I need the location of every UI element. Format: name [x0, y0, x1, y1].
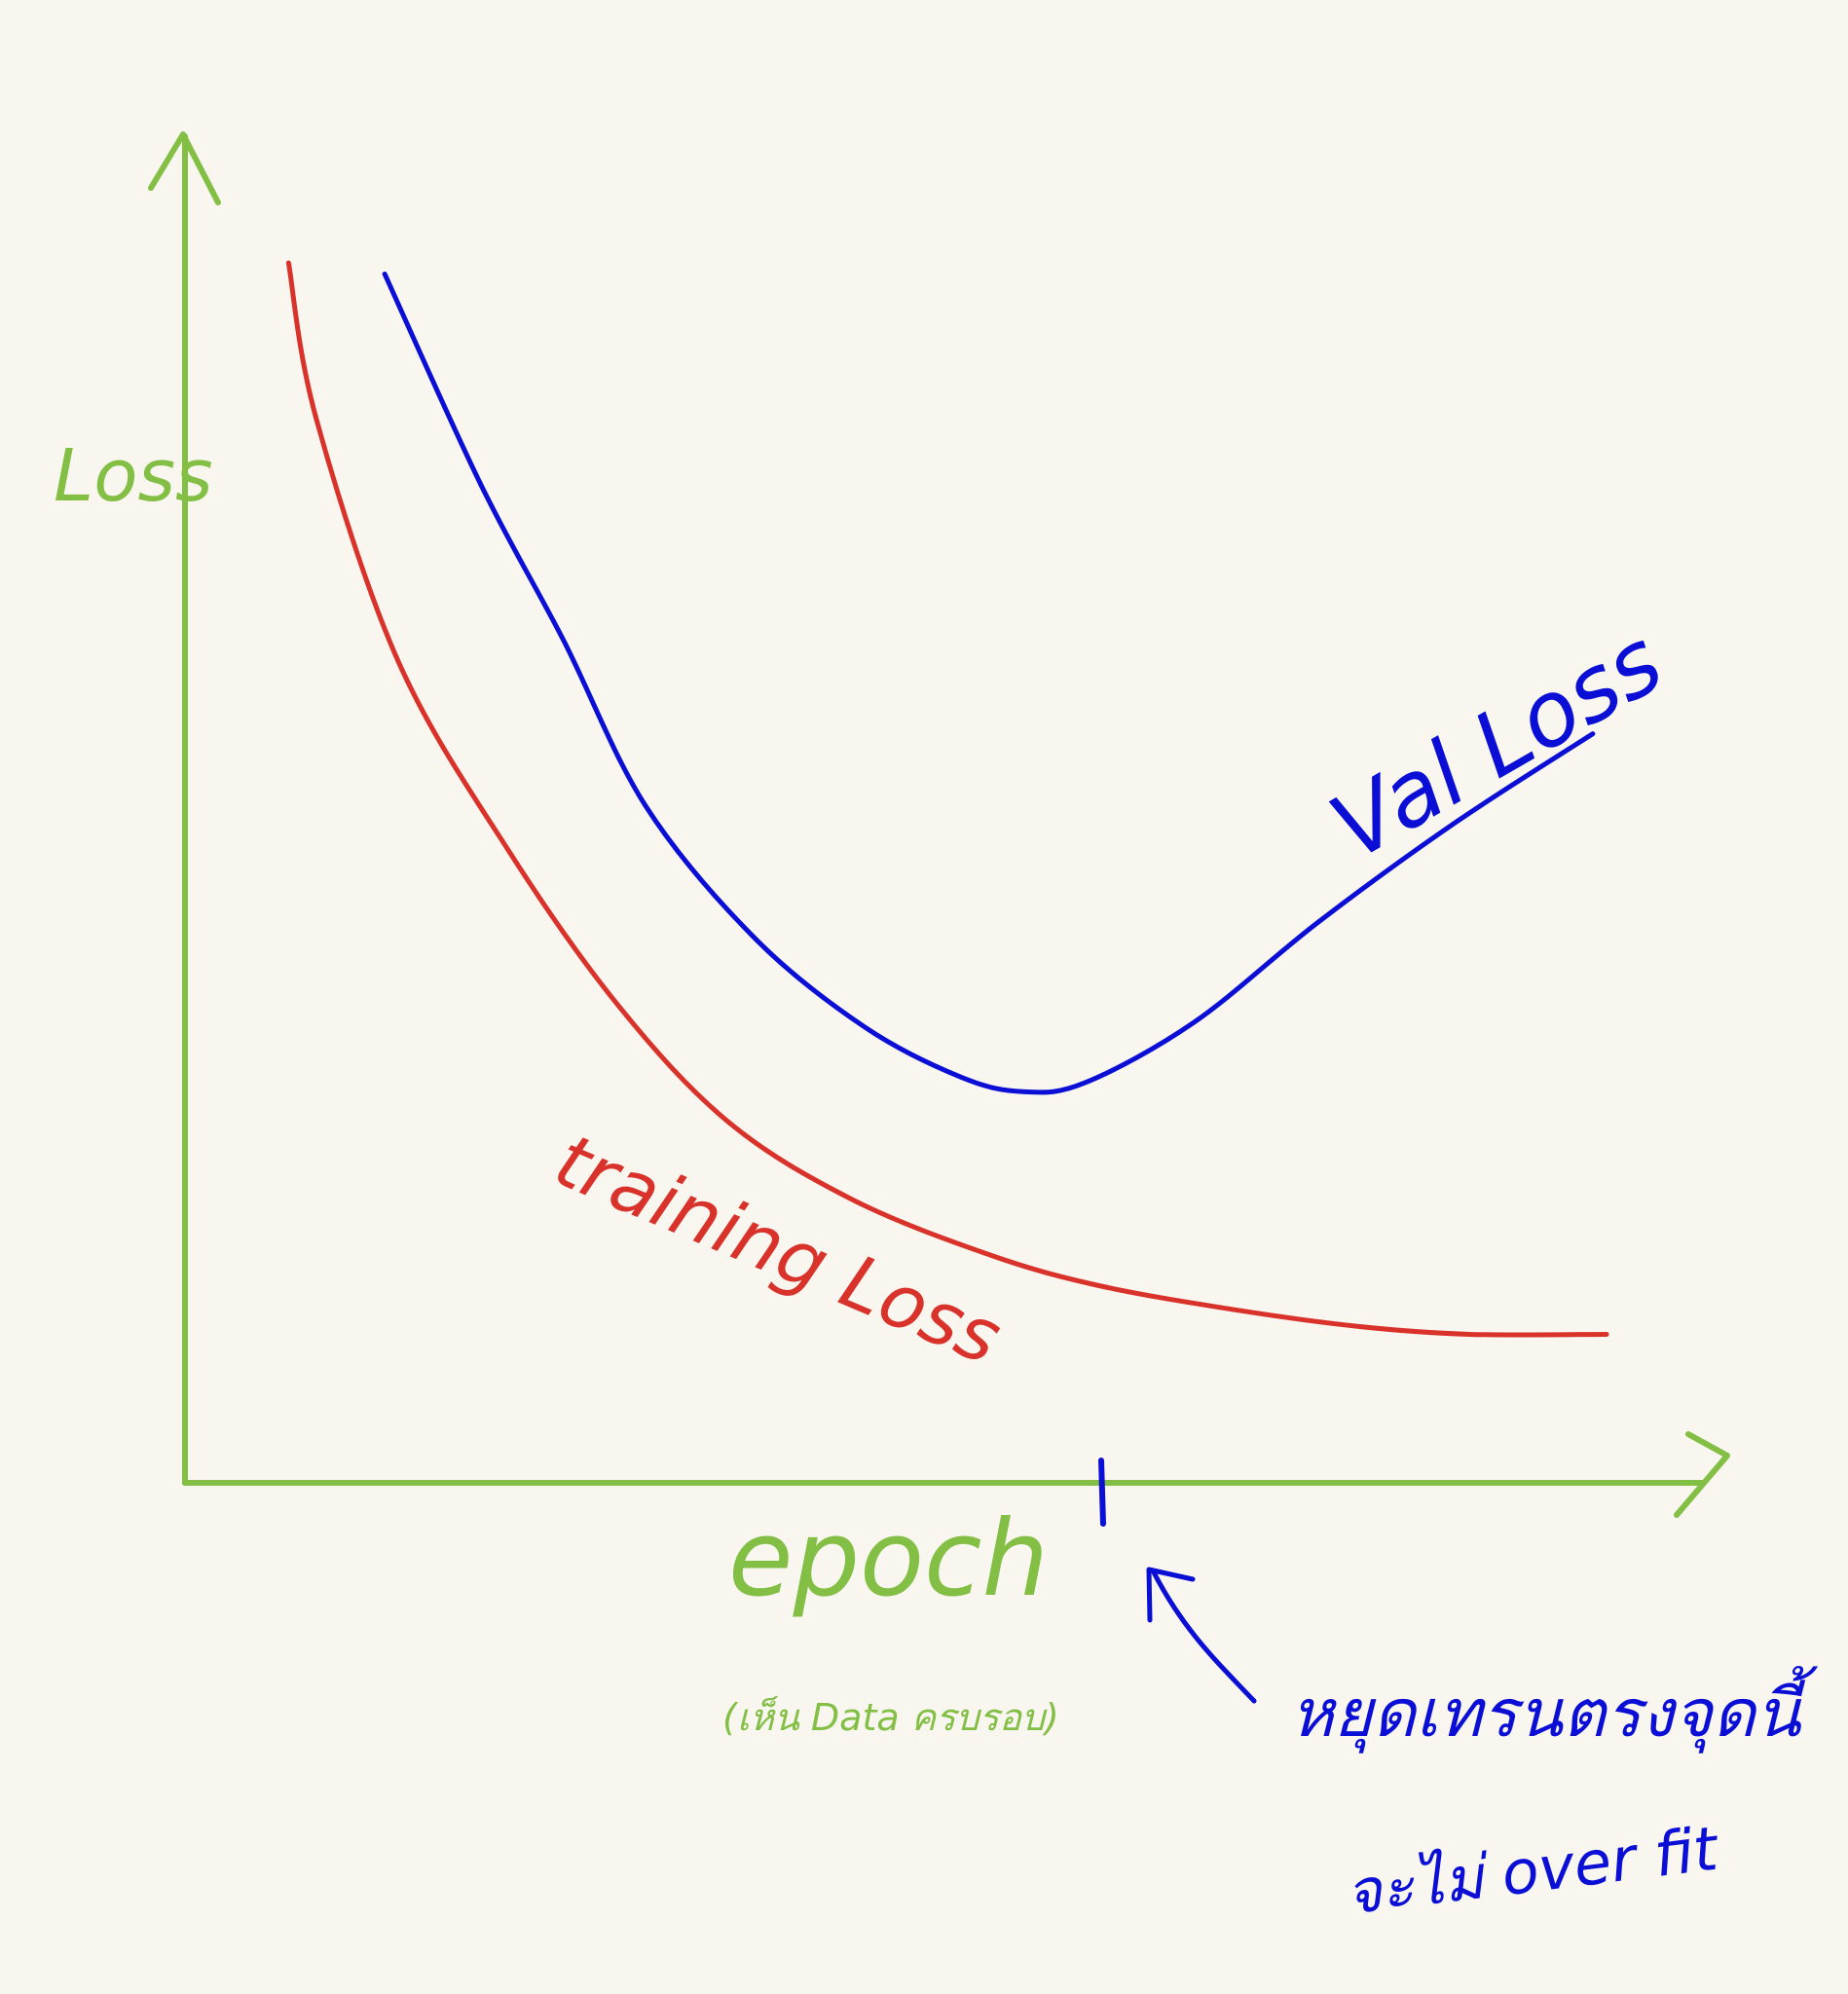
y-axis-arrow [148, 131, 221, 205]
validation-loss-line [382, 271, 1596, 1095]
y-axis-label: Loss [54, 434, 213, 518]
x-axis-label: epoch [728, 1498, 1049, 1620]
annotation-arrow-shaft [1150, 1568, 1257, 1704]
training-loss-line [285, 260, 1609, 1338]
annotation-arrow-head [1146, 1567, 1196, 1623]
validation-loss-label: Val Loss [1314, 609, 1680, 880]
early-stop-marker [1098, 1458, 1106, 1527]
x-axis-arrow [1674, 1431, 1730, 1518]
annotation-line-1: หยุดเทรนตรงจุดนี้ [1290, 1665, 1819, 1754]
annotation-line-2: จะไม่ over fit [1342, 1812, 1723, 1929]
x-axis-note: (เห็น Data ครบรอบ) [722, 1695, 1059, 1739]
